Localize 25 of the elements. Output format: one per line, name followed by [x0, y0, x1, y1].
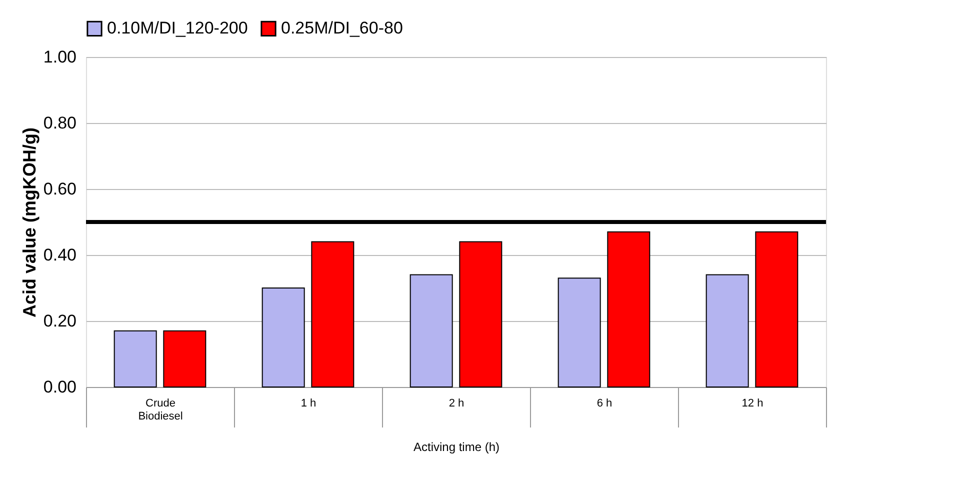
y-tick-label: 1.00 — [43, 48, 76, 66]
y-tick-label: 0.40 — [43, 246, 76, 264]
bar — [114, 330, 157, 388]
bar — [558, 278, 601, 388]
x-tick-label: 6 h — [596, 398, 612, 410]
y-tick-label: 0.60 — [43, 180, 76, 198]
x-tick-label: 12 h — [742, 398, 764, 410]
legend-label: 0.25M/DI_60-80 — [281, 18, 403, 38]
y-axis-title: Acid value (mgKOH/g) — [19, 127, 40, 318]
x-tick-label: 2 h — [448, 398, 464, 410]
y-tick-label: 0.20 — [43, 312, 76, 330]
bar — [755, 231, 798, 388]
x-tick-label: Crude Biodiesel — [138, 398, 183, 422]
bar — [607, 231, 650, 388]
bar — [311, 241, 354, 388]
bar — [706, 274, 749, 388]
bar — [459, 241, 502, 388]
y-tick-label: 0.00 — [43, 378, 76, 396]
bar — [410, 274, 453, 388]
x-tick-label: 1 h — [300, 398, 316, 410]
bar — [262, 288, 305, 388]
legend-label: 0.10M/DI_120-200 — [107, 18, 248, 38]
y-tick-label: 0.80 — [43, 114, 76, 132]
bar — [163, 330, 206, 388]
x-axis-title: Activing time (h) — [413, 440, 500, 454]
